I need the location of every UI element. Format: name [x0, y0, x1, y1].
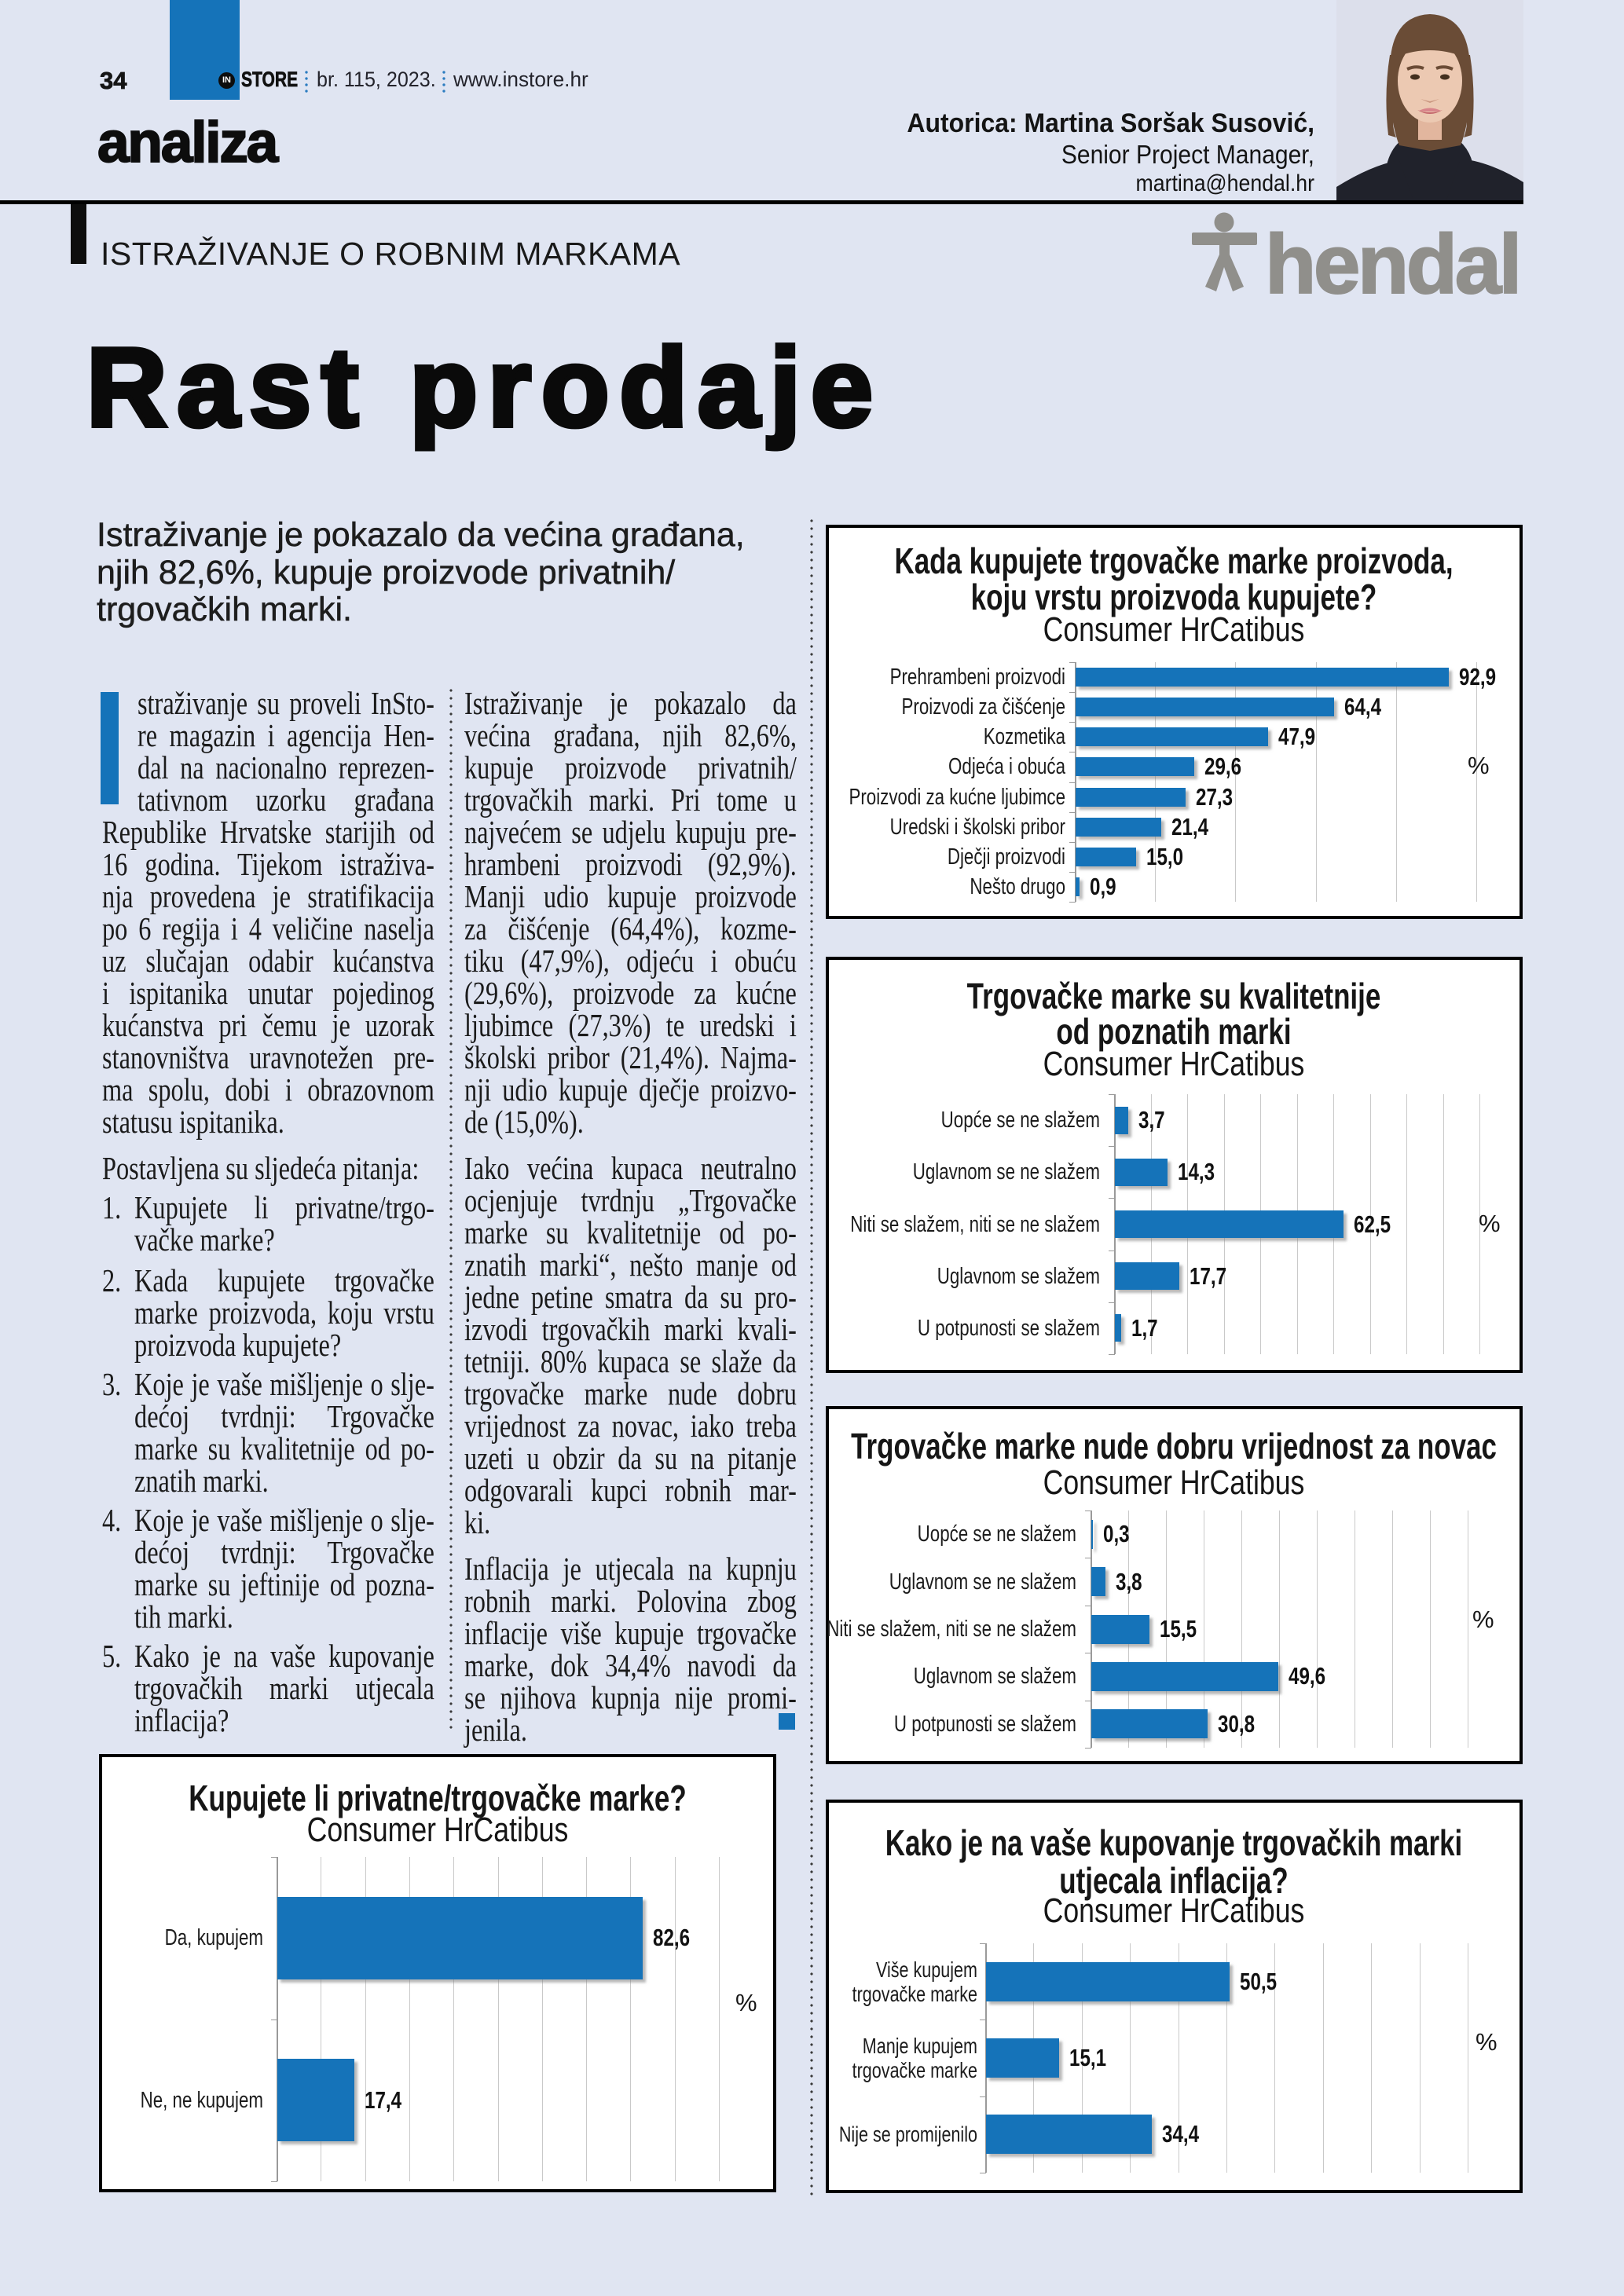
svg-text:hendal: hendal: [1265, 217, 1520, 302]
